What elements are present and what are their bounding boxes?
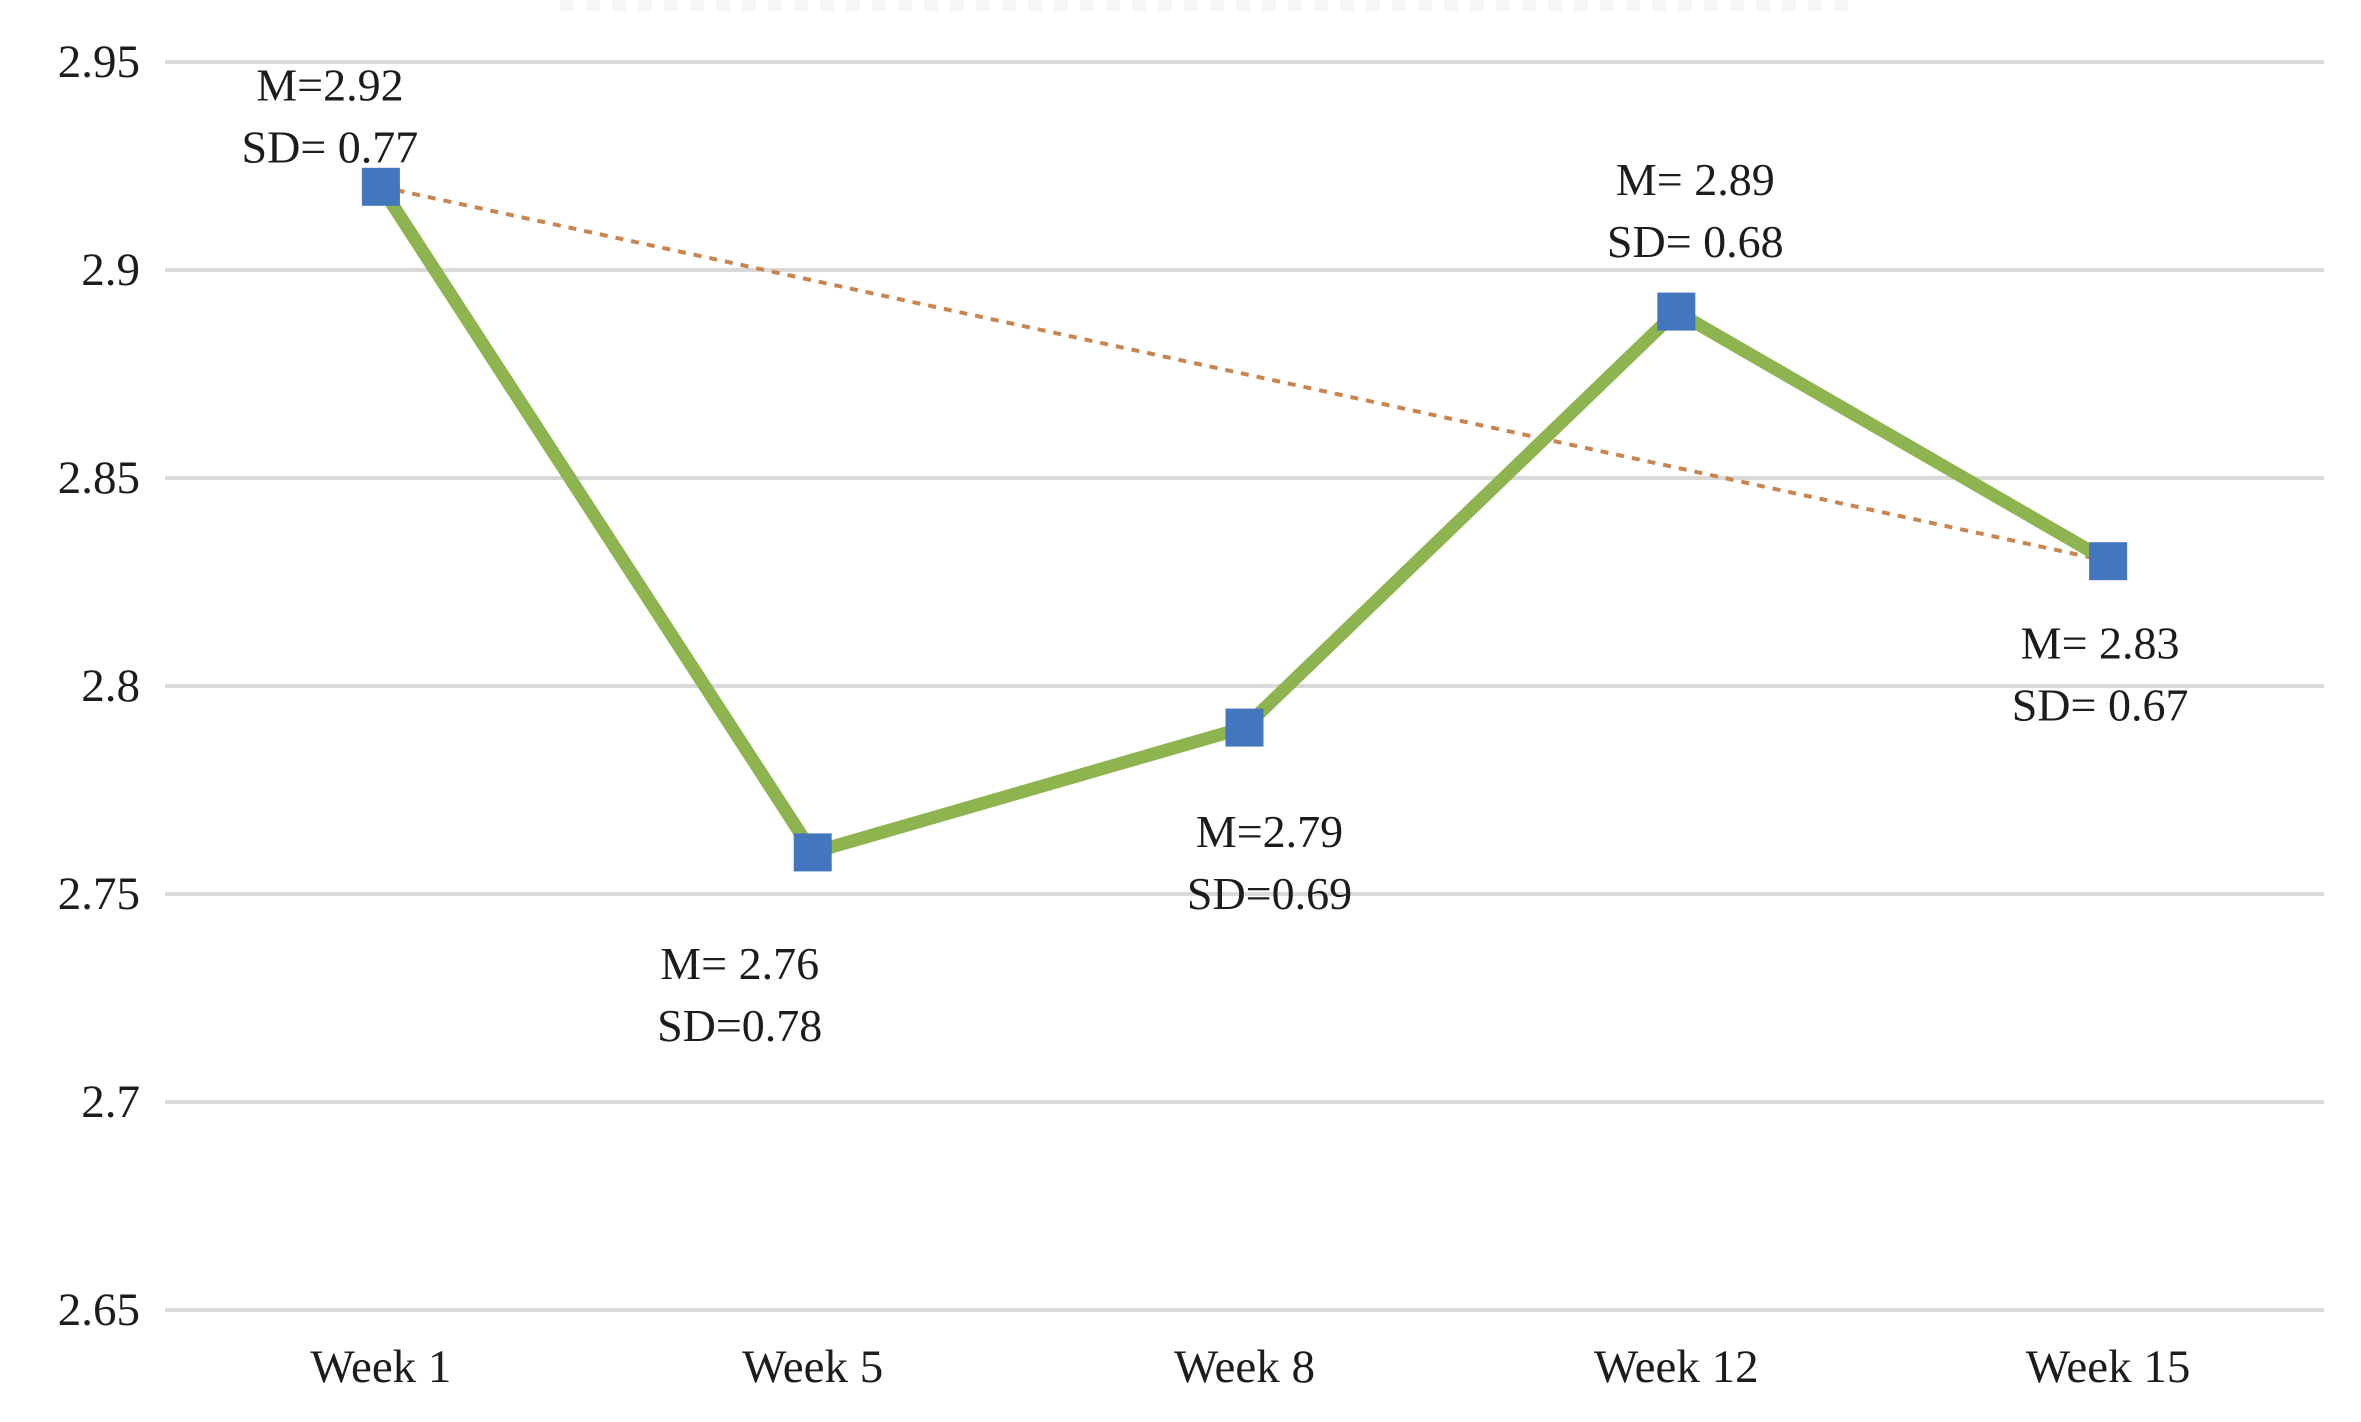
data-point-marker-week-12: [1657, 292, 1696, 331]
x-axis-label: Week 5: [742, 1341, 883, 1393]
y-tick-label: 2.7: [81, 1076, 140, 1128]
point-label-sd: SD=0.69: [1187, 868, 1352, 919]
y-tick-label: 2.75: [58, 868, 140, 920]
point-label-mean: M=2.79: [1196, 806, 1343, 857]
point-label-mean: M= 2.83: [2021, 618, 2180, 669]
y-tick-label: 2.9: [81, 244, 140, 296]
y-tick-label: 2.65: [58, 1284, 140, 1336]
y-tick-label: 2.95: [58, 36, 140, 88]
x-axis-label: Week 1: [310, 1341, 451, 1393]
series-line-mean: [374, 180, 2115, 859]
data-point-marker-week-1: [361, 167, 400, 206]
data-point-marker-week-5: [793, 833, 832, 872]
data-point-marker-week-15: [2089, 542, 2128, 581]
point-label-sd: SD= 0.77: [242, 121, 419, 172]
y-tick-label: 2.8: [81, 660, 140, 712]
point-label-sd: SD=0.78: [657, 1000, 822, 1051]
cropped-title-artifact: [560, 0, 1860, 11]
data-point-marker-week-8: [1225, 708, 1264, 747]
point-label-mean: M=2.92: [256, 59, 403, 110]
point-label-sd: SD= 0.67: [2012, 680, 2189, 731]
x-axis-label: Week 12: [1594, 1341, 1759, 1393]
point-label-sd: SD= 0.68: [1607, 216, 1784, 267]
point-label-mean: M= 2.89: [1616, 154, 1775, 205]
trendline-dotted: [380, 184, 2109, 564]
point-label-mean: M= 2.76: [660, 938, 819, 989]
x-axis-label: Week 8: [1174, 1341, 1315, 1393]
x-axis-label: Week 15: [2026, 1341, 2191, 1393]
y-tick-label: 2.85: [58, 452, 140, 504]
